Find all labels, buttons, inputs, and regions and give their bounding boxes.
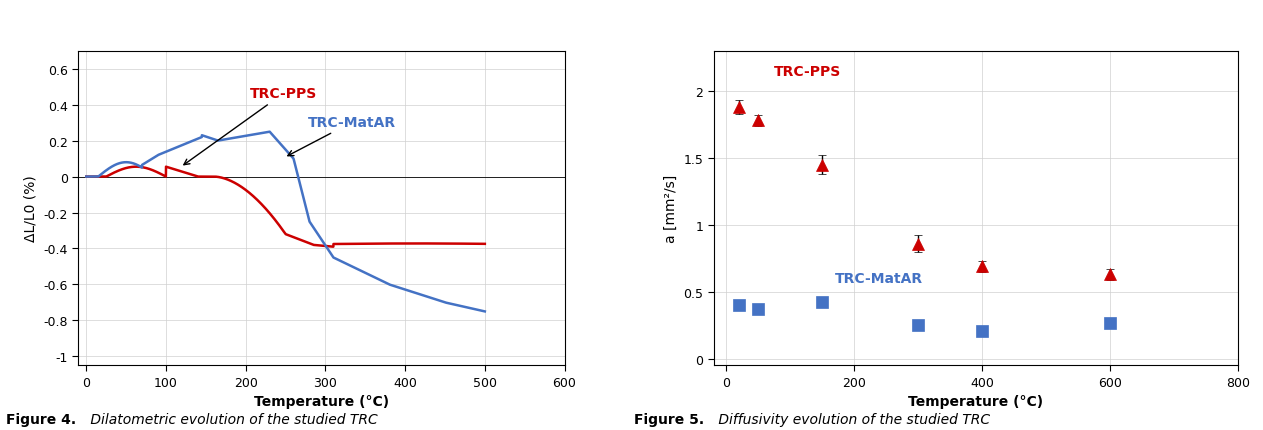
Text: Diffusivity evolution of the studied TRC: Diffusivity evolution of the studied TRC <box>714 412 990 426</box>
Text: TRC-MatAR: TRC-MatAR <box>288 116 397 157</box>
Text: TRC-MatAR: TRC-MatAR <box>835 272 923 286</box>
X-axis label: Temperature (°C): Temperature (°C) <box>908 394 1043 408</box>
Text: Figure 5.: Figure 5. <box>634 412 705 426</box>
Text: TRC-PPS: TRC-PPS <box>774 64 841 79</box>
Text: Figure 4.: Figure 4. <box>6 412 77 426</box>
Text: TRC-PPS: TRC-PPS <box>184 87 317 165</box>
X-axis label: Temperature (°C): Temperature (°C) <box>254 394 389 408</box>
Y-axis label: ΔL/L0 (%): ΔL/L0 (%) <box>24 175 38 242</box>
Y-axis label: a [mm²/s]: a [mm²/s] <box>663 175 678 243</box>
Text: Dilatometric evolution of the studied TRC: Dilatometric evolution of the studied TR… <box>86 412 378 426</box>
